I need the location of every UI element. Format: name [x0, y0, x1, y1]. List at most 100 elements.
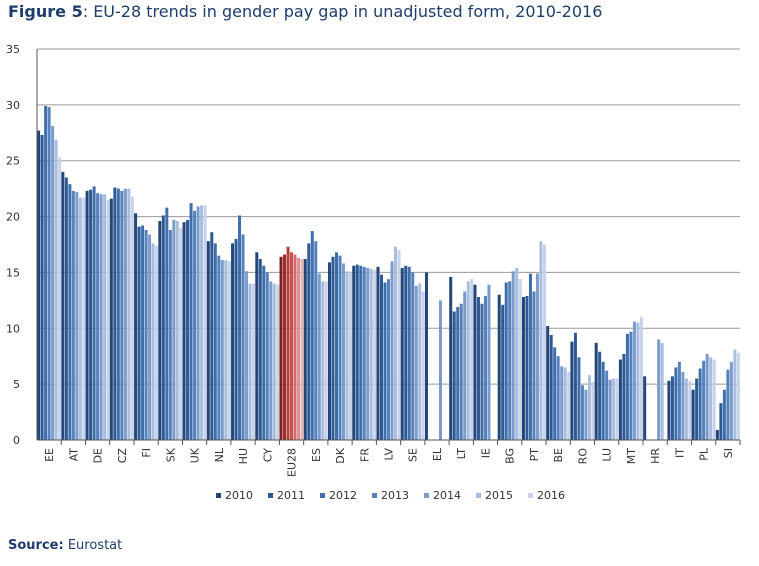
y-tick-label: 15	[6, 266, 20, 279]
bar-nl-2015	[224, 260, 228, 440]
bar-de-2011	[89, 189, 93, 440]
bar-de-2010	[85, 190, 89, 440]
bar-lu-2014	[608, 379, 612, 440]
x-tick-label: FR	[358, 448, 371, 462]
bar-at-2010	[61, 171, 65, 440]
legend-swatch-2013	[372, 493, 377, 498]
bar-fr-2016	[373, 270, 377, 440]
bar-be-2013	[556, 356, 560, 440]
bar-ie-2011	[476, 297, 480, 440]
bar-bg-2016	[518, 279, 522, 440]
bar-cy-2011	[258, 259, 262, 440]
bar-ro-2015	[587, 375, 591, 440]
x-tick-label: NL	[213, 447, 226, 462]
bar-si-2011	[719, 403, 723, 440]
bar-lt-2016	[470, 279, 474, 440]
bar-de-2013	[96, 193, 100, 440]
bar-ee-2016	[58, 157, 62, 441]
bar-lu-2010	[594, 342, 598, 440]
bar-hu-2015	[248, 283, 252, 440]
bars	[37, 105, 740, 441]
bar-bg-2014	[511, 271, 515, 440]
bar-lu-2012	[601, 361, 605, 440]
x-tick-label: PT	[528, 448, 541, 462]
bar-es-2016	[324, 281, 328, 440]
bar-hu-2011	[234, 238, 238, 440]
bar-sk-2015	[175, 221, 179, 440]
bar-nl-2011	[210, 232, 214, 440]
bar-at-2011	[64, 177, 68, 440]
bar-nl-2016	[227, 261, 231, 440]
source-note: Source: Eurostat	[8, 538, 122, 553]
bar-ee-2014	[51, 126, 55, 440]
bar-ro-2011	[573, 332, 577, 440]
bar-es-2014	[317, 273, 321, 440]
bar-hu-2013	[241, 234, 245, 440]
figure-label: Figure 5	[8, 2, 83, 21]
bar-be-2015	[563, 367, 567, 440]
bar-dk-2013	[338, 255, 342, 440]
bar-mt-2012	[625, 333, 629, 440]
x-tick-label: PL	[698, 447, 711, 461]
x-tick-label: MT	[625, 448, 638, 464]
bar-lt-2012	[456, 307, 460, 440]
bar-fi-2011	[137, 226, 141, 440]
source-label: Source:	[8, 538, 64, 553]
bar-si-2014	[729, 361, 733, 440]
figure-title: EU-28 trends in gender pay gap in unadju…	[93, 2, 603, 21]
bar-pl-2013	[702, 360, 706, 440]
bar-ro-2014	[584, 389, 588, 440]
bar-sk-2013	[168, 229, 172, 440]
bar-cz-2016	[130, 196, 134, 440]
bar-it-2013	[677, 361, 681, 440]
bar-sk-2012	[165, 207, 169, 440]
bar-chart: 0 5 10 15 20 25 30 35 EE AT DE CZ FI SK UK NL HU CY EU28 ES…	[6, 43, 741, 502]
bar-uk-2013	[193, 210, 197, 440]
bar-ee-2011	[40, 135, 44, 440]
bar-dk-2015	[345, 271, 349, 440]
bar-se-2016	[421, 291, 425, 440]
bar-at-2013	[71, 190, 75, 440]
bar-fi-2015	[151, 243, 155, 440]
bar-mt-2011	[622, 353, 626, 440]
bar-el-2010	[424, 272, 428, 440]
bar-dk-2012	[335, 252, 339, 440]
bar-cz-2012	[116, 188, 120, 440]
legend-swatch-2016	[528, 493, 533, 498]
bar-lu-2013	[605, 370, 609, 440]
x-tick-label: CY	[261, 448, 274, 462]
bar-mt-2013	[629, 331, 633, 440]
bar-pl-2014	[705, 353, 709, 440]
bar-fi-2016	[155, 245, 159, 440]
y-tick-label: 30	[6, 99, 20, 112]
legend-label-2016: 2016	[537, 489, 565, 502]
y-tick-label: 5	[13, 378, 20, 391]
bar-be-2012	[553, 347, 557, 440]
legend: 2010 2011 2012 2013 2014 2015 2016	[216, 489, 565, 502]
bar-uk-2014	[196, 206, 200, 440]
bar-ro-2012	[577, 357, 581, 440]
bar-pt-2012	[528, 273, 532, 440]
bar-eu28-2014	[293, 254, 297, 440]
bar-be-2010	[546, 326, 550, 440]
bar-ie-2012	[480, 303, 484, 440]
bar-fr-2015	[369, 269, 373, 440]
chart-title: Figure 5: EU-28 trends in gender pay gap…	[8, 2, 602, 21]
bar-lv-2010	[376, 266, 380, 440]
bar-it-2015	[684, 378, 688, 440]
bar-mt-2014	[632, 321, 636, 440]
legend-swatch-2015	[476, 493, 481, 498]
y-tick-label: 0	[13, 434, 20, 447]
bar-cy-2014	[269, 281, 273, 440]
bar-sk-2010	[158, 221, 162, 440]
bar-fi-2014	[148, 234, 152, 440]
bar-cy-2016	[276, 284, 280, 440]
bar-se-2012	[407, 266, 411, 440]
bar-ee-2015	[54, 139, 58, 441]
bar-dk-2014	[342, 263, 346, 440]
bar-ro-2010	[570, 341, 574, 440]
source-text: Eurostat	[67, 538, 123, 553]
bar-pt-2014	[535, 273, 539, 440]
bar-se-2011	[404, 265, 408, 440]
bar-pt-2015	[539, 241, 543, 440]
